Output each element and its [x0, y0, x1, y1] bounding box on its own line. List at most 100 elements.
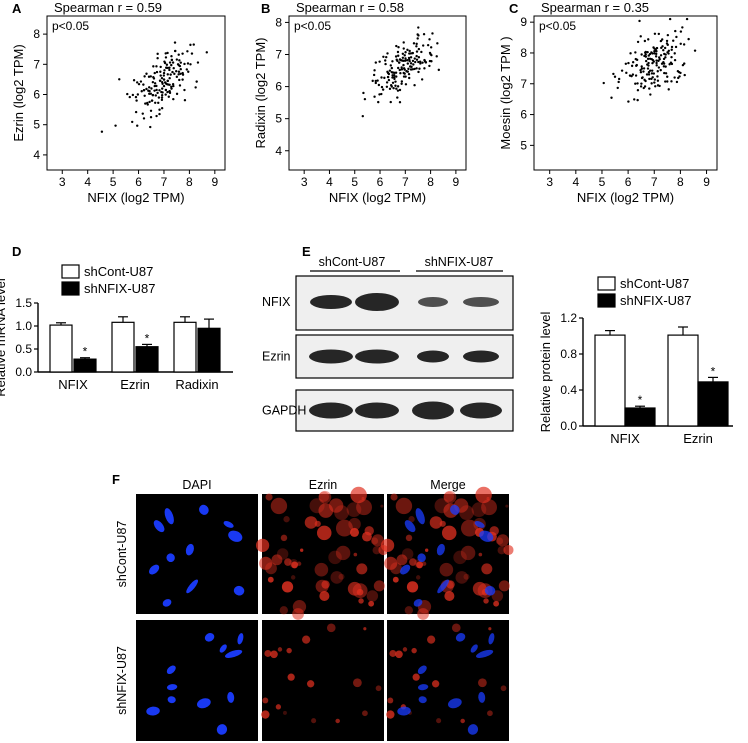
data-point	[374, 81, 377, 85]
panel-letter-e: E	[302, 244, 311, 259]
data-point	[636, 88, 640, 92]
data-point	[174, 49, 177, 53]
data-point	[158, 108, 161, 111]
significance-star: *	[711, 364, 716, 378]
ezrin-signal	[460, 718, 465, 724]
data-point	[152, 65, 155, 68]
data-point	[645, 73, 649, 76]
data-point	[384, 62, 387, 66]
data-point	[131, 120, 134, 124]
data-point	[155, 84, 158, 88]
ezrin-signal	[460, 519, 478, 537]
data-point	[170, 85, 173, 89]
data-point	[633, 98, 636, 101]
data-point	[406, 48, 409, 52]
blot-row-label: NFIX	[262, 295, 291, 309]
bar-shnfix-u87	[197, 327, 221, 373]
data-point	[653, 32, 657, 35]
data-point	[136, 124, 139, 127]
nucleus	[455, 633, 466, 642]
data-point	[420, 50, 423, 54]
data-point	[195, 80, 198, 83]
ezrin-signal	[330, 571, 344, 584]
data-point	[620, 69, 624, 72]
x-category-label: Radixin	[175, 377, 218, 392]
data-point	[428, 38, 431, 41]
data-point	[662, 57, 666, 61]
data-point	[164, 88, 168, 92]
data-point	[142, 117, 146, 120]
data-point	[663, 46, 667, 50]
data-point	[172, 84, 175, 88]
microscopy-column-label: Merge	[430, 478, 465, 492]
nucleus	[227, 691, 235, 703]
nucleus	[415, 508, 425, 525]
ezrin-signal	[415, 575, 421, 580]
data-point	[100, 130, 104, 133]
nucleus	[448, 698, 462, 709]
data-point	[647, 38, 650, 41]
data-point	[156, 91, 159, 95]
chart-title: Spearman r = 0.35	[541, 0, 649, 15]
ezrin-signal	[392, 576, 399, 583]
ezrin-signal	[370, 537, 379, 545]
data-point	[660, 46, 663, 50]
data-point	[385, 81, 389, 84]
data-point	[389, 64, 392, 67]
data-point	[396, 85, 400, 88]
data-point	[155, 65, 158, 68]
data-point	[388, 69, 392, 72]
y-tick-label: 9	[520, 15, 527, 29]
bar-shnfix-u87	[135, 346, 159, 373]
data-point	[648, 52, 652, 56]
data-point	[640, 82, 643, 85]
data-point	[628, 74, 632, 77]
x-tick-label: 6	[377, 175, 384, 189]
data-point	[412, 42, 416, 45]
nucleus	[186, 579, 199, 594]
nucleus	[436, 543, 445, 556]
data-point	[437, 68, 441, 72]
nucleus	[185, 543, 194, 556]
data-point	[385, 55, 388, 59]
nucleus	[146, 706, 160, 716]
ezrin-signal	[444, 590, 455, 602]
data-point	[407, 72, 411, 76]
data-point	[152, 77, 156, 80]
data-point	[419, 62, 422, 65]
data-point	[405, 70, 408, 73]
nucleus	[164, 508, 174, 525]
nucleus	[162, 599, 172, 607]
x-tick-label: 5	[110, 175, 117, 189]
data-point	[159, 74, 162, 77]
microscopy-image-dapi	[136, 620, 258, 741]
ezrin-signal	[481, 563, 493, 575]
data-point	[647, 73, 651, 76]
data-point	[400, 82, 403, 86]
p-value-annotation: p<0.05	[294, 19, 331, 33]
data-point	[638, 19, 641, 23]
data-point	[662, 49, 665, 52]
data-point	[650, 51, 653, 54]
blot-row-label: GAPDH	[262, 404, 306, 418]
data-point	[666, 43, 669, 47]
ezrin-signal	[356, 588, 364, 596]
data-point	[653, 50, 656, 53]
ezrin-signal	[267, 576, 274, 583]
data-point	[435, 55, 438, 58]
image-background	[136, 494, 258, 614]
data-point	[673, 76, 676, 79]
data-point	[415, 42, 418, 46]
blot-group-label: shCont-U87	[319, 255, 386, 269]
data-point	[646, 50, 649, 54]
ezrin-signal	[348, 517, 361, 531]
significance-star: *	[83, 345, 88, 359]
x-category-label: Ezrin	[120, 377, 150, 392]
data-point	[402, 67, 406, 70]
legend-label: shNFIX-U87	[84, 281, 156, 296]
ezrin-signal	[498, 580, 510, 592]
data-point	[187, 70, 190, 73]
chart-title: Spearman r = 0.58	[296, 0, 404, 15]
data-point	[665, 39, 669, 43]
data-point	[140, 90, 143, 93]
